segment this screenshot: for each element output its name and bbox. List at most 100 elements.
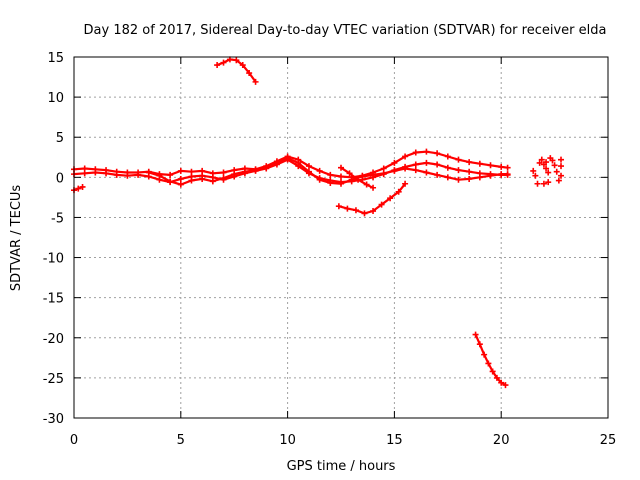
y-tick-label: -15 bbox=[43, 292, 64, 307]
x-tick-labels: 0 5 10 15 20 25 bbox=[70, 433, 616, 448]
series-deep-drop bbox=[472, 331, 509, 389]
x-tick-label: 0 bbox=[70, 433, 78, 448]
data-point bbox=[113, 171, 120, 178]
data-point bbox=[558, 163, 565, 170]
series-mid-dip bbox=[335, 180, 409, 217]
data-point bbox=[540, 180, 547, 187]
data-point bbox=[434, 150, 441, 157]
data-point bbox=[348, 176, 355, 183]
data-point bbox=[284, 155, 291, 162]
data-point bbox=[476, 341, 483, 348]
data-point bbox=[434, 171, 441, 178]
axis-ticks bbox=[73, 56, 609, 419]
series-start-dip bbox=[71, 183, 86, 194]
data-point bbox=[498, 171, 505, 178]
plot-frame bbox=[73, 56, 609, 419]
grid-lines bbox=[74, 57, 608, 418]
data-point bbox=[532, 172, 539, 179]
data-series bbox=[71, 56, 565, 389]
data-point bbox=[387, 195, 394, 202]
data-point bbox=[551, 162, 558, 169]
y-tick-label: -20 bbox=[43, 332, 64, 347]
data-point bbox=[177, 167, 184, 174]
data-point bbox=[338, 180, 344, 187]
x-tick-label: 25 bbox=[600, 433, 617, 448]
data-point bbox=[352, 207, 359, 214]
data-point bbox=[263, 164, 270, 171]
data-point bbox=[444, 174, 451, 181]
data-point bbox=[361, 210, 368, 217]
data-point bbox=[498, 379, 505, 386]
data-point bbox=[402, 153, 409, 160]
series-high-arc bbox=[214, 56, 259, 85]
data-point bbox=[220, 175, 227, 182]
data-point bbox=[75, 185, 82, 192]
data-point bbox=[489, 368, 496, 375]
series-band-b bbox=[71, 156, 511, 186]
y-tick-label: -25 bbox=[43, 372, 64, 387]
data-point bbox=[355, 176, 362, 183]
data-point bbox=[344, 205, 351, 212]
data-point bbox=[555, 177, 562, 184]
x-tick-label: 15 bbox=[386, 433, 403, 448]
data-point bbox=[553, 168, 560, 175]
data-point bbox=[188, 177, 195, 184]
data-point bbox=[370, 208, 377, 215]
data-point bbox=[370, 171, 377, 178]
series-line bbox=[72, 158, 509, 184]
data-point bbox=[135, 171, 142, 178]
data-point bbox=[370, 184, 377, 191]
data-point bbox=[177, 175, 184, 182]
data-point bbox=[239, 62, 246, 69]
data-point bbox=[423, 148, 430, 155]
data-point bbox=[455, 167, 462, 174]
data-point bbox=[273, 159, 280, 166]
y-tick-labels: 15 10 5 0 -5 -10 -15 -20 -25 -30 bbox=[43, 51, 64, 427]
data-point bbox=[335, 203, 342, 210]
data-point bbox=[485, 360, 492, 367]
y-tick-label: 10 bbox=[47, 91, 64, 106]
data-point bbox=[466, 159, 473, 166]
data-point bbox=[434, 161, 441, 168]
data-point bbox=[423, 169, 430, 176]
data-point bbox=[472, 331, 479, 338]
data-point bbox=[92, 169, 99, 176]
data-point bbox=[466, 168, 473, 175]
data-point bbox=[346, 170, 353, 177]
y-tick-label: -5 bbox=[51, 211, 64, 226]
data-point bbox=[476, 160, 483, 167]
data-point bbox=[530, 167, 537, 174]
x-tick-label: 5 bbox=[177, 433, 185, 448]
data-point bbox=[209, 178, 216, 185]
data-point bbox=[493, 374, 500, 381]
data-point bbox=[549, 157, 556, 164]
y-tick-label: 15 bbox=[47, 51, 64, 66]
data-point bbox=[391, 159, 398, 166]
data-point bbox=[156, 172, 163, 179]
x-tick-label: 10 bbox=[279, 433, 296, 448]
data-point bbox=[316, 176, 323, 183]
data-point bbox=[79, 183, 86, 190]
y-axis-label: SDTVAR / TECUs bbox=[9, 185, 24, 292]
data-point bbox=[103, 170, 110, 177]
y-tick-label: 5 bbox=[56, 131, 64, 146]
data-point bbox=[363, 181, 370, 188]
data-point bbox=[487, 162, 494, 169]
data-point bbox=[545, 169, 552, 176]
data-point bbox=[338, 173, 344, 180]
data-point bbox=[498, 163, 505, 170]
data-point bbox=[124, 172, 131, 179]
data-point bbox=[476, 174, 483, 181]
data-point bbox=[220, 169, 227, 176]
data-point bbox=[466, 175, 473, 182]
data-point bbox=[423, 159, 430, 166]
data-point bbox=[455, 156, 462, 163]
data-point bbox=[504, 171, 511, 178]
data-point bbox=[378, 201, 385, 208]
data-point bbox=[305, 168, 312, 175]
data-point bbox=[316, 167, 323, 174]
data-point bbox=[536, 159, 543, 166]
data-point bbox=[402, 165, 409, 172]
data-point bbox=[487, 172, 494, 179]
